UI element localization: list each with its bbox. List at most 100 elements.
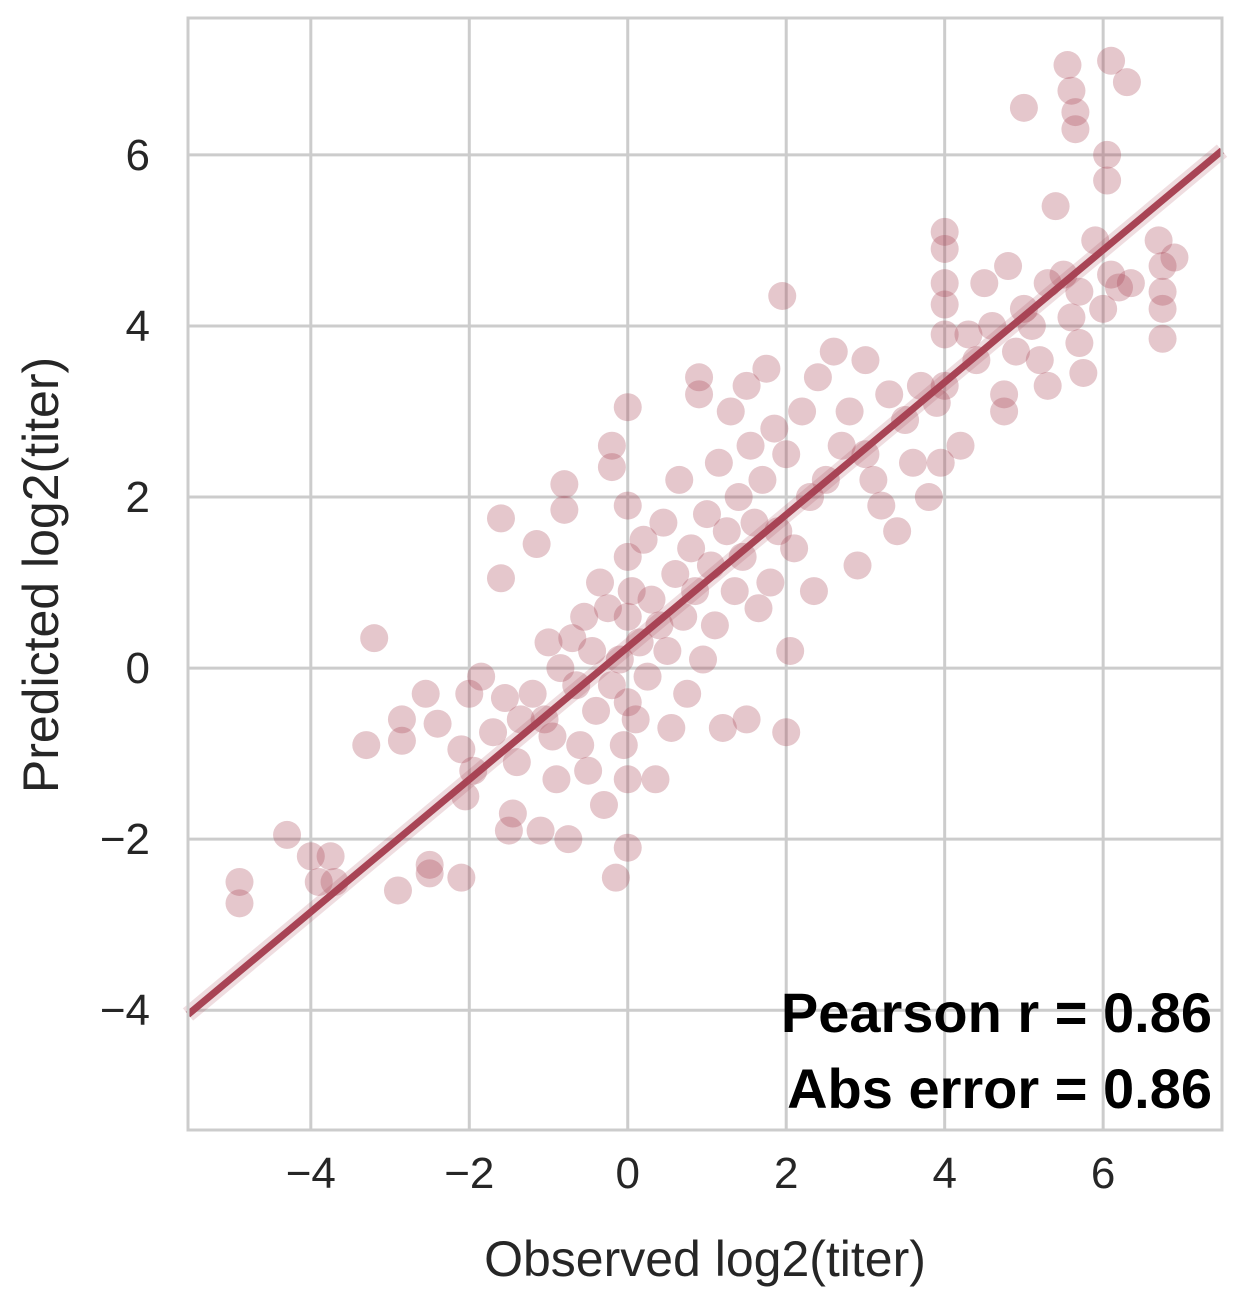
plot-frame (186, 16, 1224, 1132)
data-point (498, 799, 527, 828)
data-point (740, 508, 769, 537)
data-point (486, 504, 515, 533)
data-point (304, 867, 333, 896)
data-point (550, 495, 579, 524)
data-point (550, 470, 579, 499)
data-point (653, 636, 682, 665)
regression-line (182, 144, 1228, 1021)
data-point (593, 594, 622, 623)
x-tick-label: 2 (774, 1149, 798, 1198)
data-point (633, 662, 662, 691)
data-point (1097, 260, 1126, 289)
data-point (601, 863, 630, 892)
data-point (728, 542, 757, 571)
data-point (875, 380, 904, 409)
data-point (609, 731, 638, 760)
data-point (1148, 252, 1177, 281)
data-point (1116, 269, 1145, 298)
data-point (566, 731, 595, 760)
y-tick-label: −2 (100, 815, 150, 864)
data-point (494, 816, 523, 845)
data-point (597, 671, 626, 700)
data-point (542, 765, 571, 794)
data-point (1148, 294, 1177, 323)
regression-fit-line (185, 147, 1225, 1018)
data-point (1061, 98, 1090, 127)
data-point (1093, 140, 1122, 169)
x-tick-labels: −4 −2 0 2 4 6 (286, 1149, 1116, 1198)
data-point (415, 850, 444, 879)
data-point (1148, 324, 1177, 353)
x-tick-label: 6 (1091, 1149, 1115, 1198)
data-point (689, 645, 718, 674)
data-point (225, 889, 254, 918)
data-point (736, 431, 765, 460)
data-point (700, 611, 729, 640)
data-point (1001, 337, 1030, 366)
data-point (930, 217, 959, 246)
data-point (704, 448, 733, 477)
data-point (657, 713, 686, 742)
data-point (685, 363, 714, 392)
x-tick-label: −2 (444, 1149, 494, 1198)
data-point (732, 371, 761, 400)
data-point (629, 525, 658, 554)
data-point (748, 465, 777, 494)
data-point (954, 320, 983, 349)
abs-error-annotation: Abs error = 0.86 (787, 1057, 1212, 1120)
data-point (526, 816, 555, 845)
data-point (1097, 46, 1126, 75)
data-point (752, 354, 781, 383)
data-point (522, 530, 551, 559)
data-point (732, 705, 761, 734)
data-point (1112, 68, 1141, 97)
data-point (455, 679, 484, 708)
data-point (1093, 166, 1122, 195)
data-point (518, 679, 547, 708)
data-point (597, 453, 626, 482)
data-point (835, 397, 864, 426)
data-point (613, 833, 642, 862)
data-point (708, 713, 737, 742)
data-point (661, 560, 690, 588)
data-point (546, 654, 575, 683)
data-point (1041, 192, 1070, 221)
data-point (1089, 294, 1118, 323)
data-point (744, 594, 773, 623)
data-point (1009, 294, 1038, 323)
data-point (582, 696, 611, 725)
data-point (1144, 226, 1173, 255)
data-point (819, 337, 848, 366)
grid-lines (188, 18, 1222, 1130)
data-point (665, 465, 694, 494)
data-point (352, 731, 381, 760)
data-point (479, 718, 508, 747)
data-point (538, 722, 567, 751)
data-point (1061, 115, 1090, 144)
data-point (415, 859, 444, 888)
data-point (930, 320, 959, 349)
data-point (1025, 346, 1054, 375)
y-tick-label: 4 (126, 302, 150, 351)
data-point (859, 465, 888, 494)
data-point (970, 269, 999, 298)
data-point (447, 863, 476, 892)
data-point (490, 684, 519, 713)
data-point (617, 577, 646, 606)
data-point (776, 636, 805, 665)
x-tick-label: 4 (932, 1149, 956, 1198)
data-point (692, 500, 721, 529)
data-point (613, 491, 642, 520)
data-point (724, 483, 753, 512)
data-point (803, 363, 832, 392)
data-point (613, 765, 642, 794)
data-point (411, 679, 440, 708)
data-point (1033, 371, 1062, 400)
data-point (613, 393, 642, 422)
y-tick-label: −4 (100, 986, 150, 1035)
data-point (1009, 93, 1038, 122)
data-point (586, 568, 615, 597)
y-axis-label: Predicted log2(titer) (13, 357, 69, 793)
